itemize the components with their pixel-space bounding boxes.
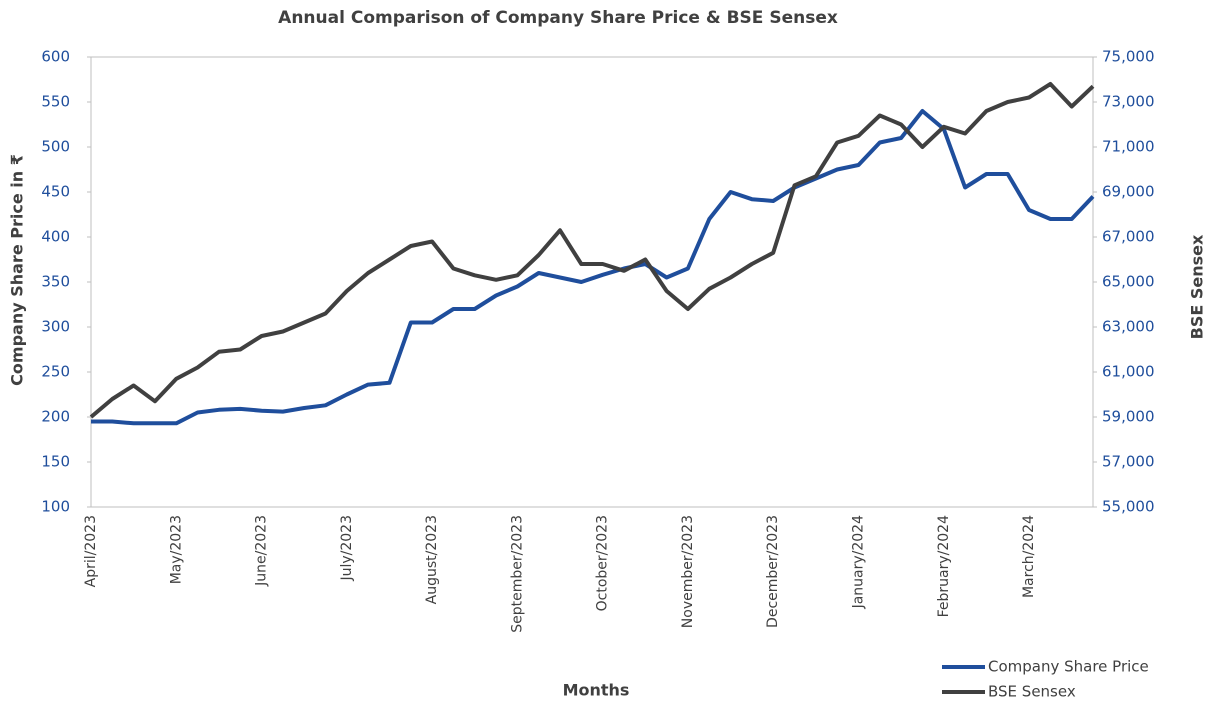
y2-tick-label: 65,000 bbox=[1102, 273, 1155, 291]
x-tick-label: December/2023 bbox=[765, 515, 781, 628]
y2-tick-label: 71,000 bbox=[1102, 138, 1155, 156]
x-tick-label: October/2023 bbox=[595, 515, 611, 611]
y-tick-label: 100 bbox=[41, 498, 70, 516]
legend-label: Company Share Price bbox=[988, 658, 1149, 676]
plot-border bbox=[90, 56, 1094, 508]
chart-title: Annual Comparison of Company Share Price… bbox=[278, 8, 838, 28]
y-tick-label: 500 bbox=[41, 138, 70, 156]
y2-tick-label: 63,000 bbox=[1102, 318, 1155, 336]
x-tick-label: September/2023 bbox=[509, 515, 525, 633]
y2-tick-label: 67,000 bbox=[1102, 228, 1155, 246]
y-tick-label: 150 bbox=[41, 453, 70, 471]
y2-tick-label: 55,000 bbox=[1102, 498, 1155, 516]
y2-tick-label: 59,000 bbox=[1102, 408, 1155, 426]
legend-label: BSE Sensex bbox=[988, 683, 1076, 701]
y2-tick-label: 73,000 bbox=[1102, 93, 1155, 111]
y2-tick-label: 75,000 bbox=[1102, 48, 1155, 66]
x-tick-label: July/2023 bbox=[339, 515, 355, 582]
y-axis-label: Company Share Price in ₹ bbox=[8, 154, 27, 386]
y-tick-label: 550 bbox=[41, 93, 70, 111]
x-tick-label: April/2023 bbox=[83, 515, 99, 587]
x-axis-label: Months bbox=[563, 681, 630, 700]
y-tick-label: 200 bbox=[41, 408, 70, 426]
x-tick-label: March/2024 bbox=[1021, 515, 1037, 598]
y2-tick-label: 69,000 bbox=[1102, 183, 1155, 201]
y-tick-label: 300 bbox=[41, 318, 70, 336]
y-tick-label: 600 bbox=[41, 48, 70, 66]
x-tick-label: February/2024 bbox=[936, 515, 952, 617]
y-tick-label: 350 bbox=[41, 273, 70, 291]
series-line bbox=[91, 109, 1095, 426]
x-tick-label: June/2023 bbox=[254, 515, 270, 587]
x-tick-label: August/2023 bbox=[424, 515, 440, 604]
y2-axis-label: BSE Sensex bbox=[1188, 234, 1207, 339]
x-tick-label: November/2023 bbox=[680, 515, 696, 628]
y-tick-label: 450 bbox=[41, 183, 70, 201]
y-tick-label: 250 bbox=[41, 363, 70, 381]
x-tick-label: May/2023 bbox=[168, 515, 184, 584]
x-tick-label: January/2024 bbox=[850, 515, 866, 610]
y2-tick-label: 61,000 bbox=[1102, 363, 1155, 381]
y-tick-label: 400 bbox=[41, 228, 70, 246]
y2-tick-label: 57,000 bbox=[1102, 453, 1155, 471]
series-line bbox=[89, 82, 1095, 419]
